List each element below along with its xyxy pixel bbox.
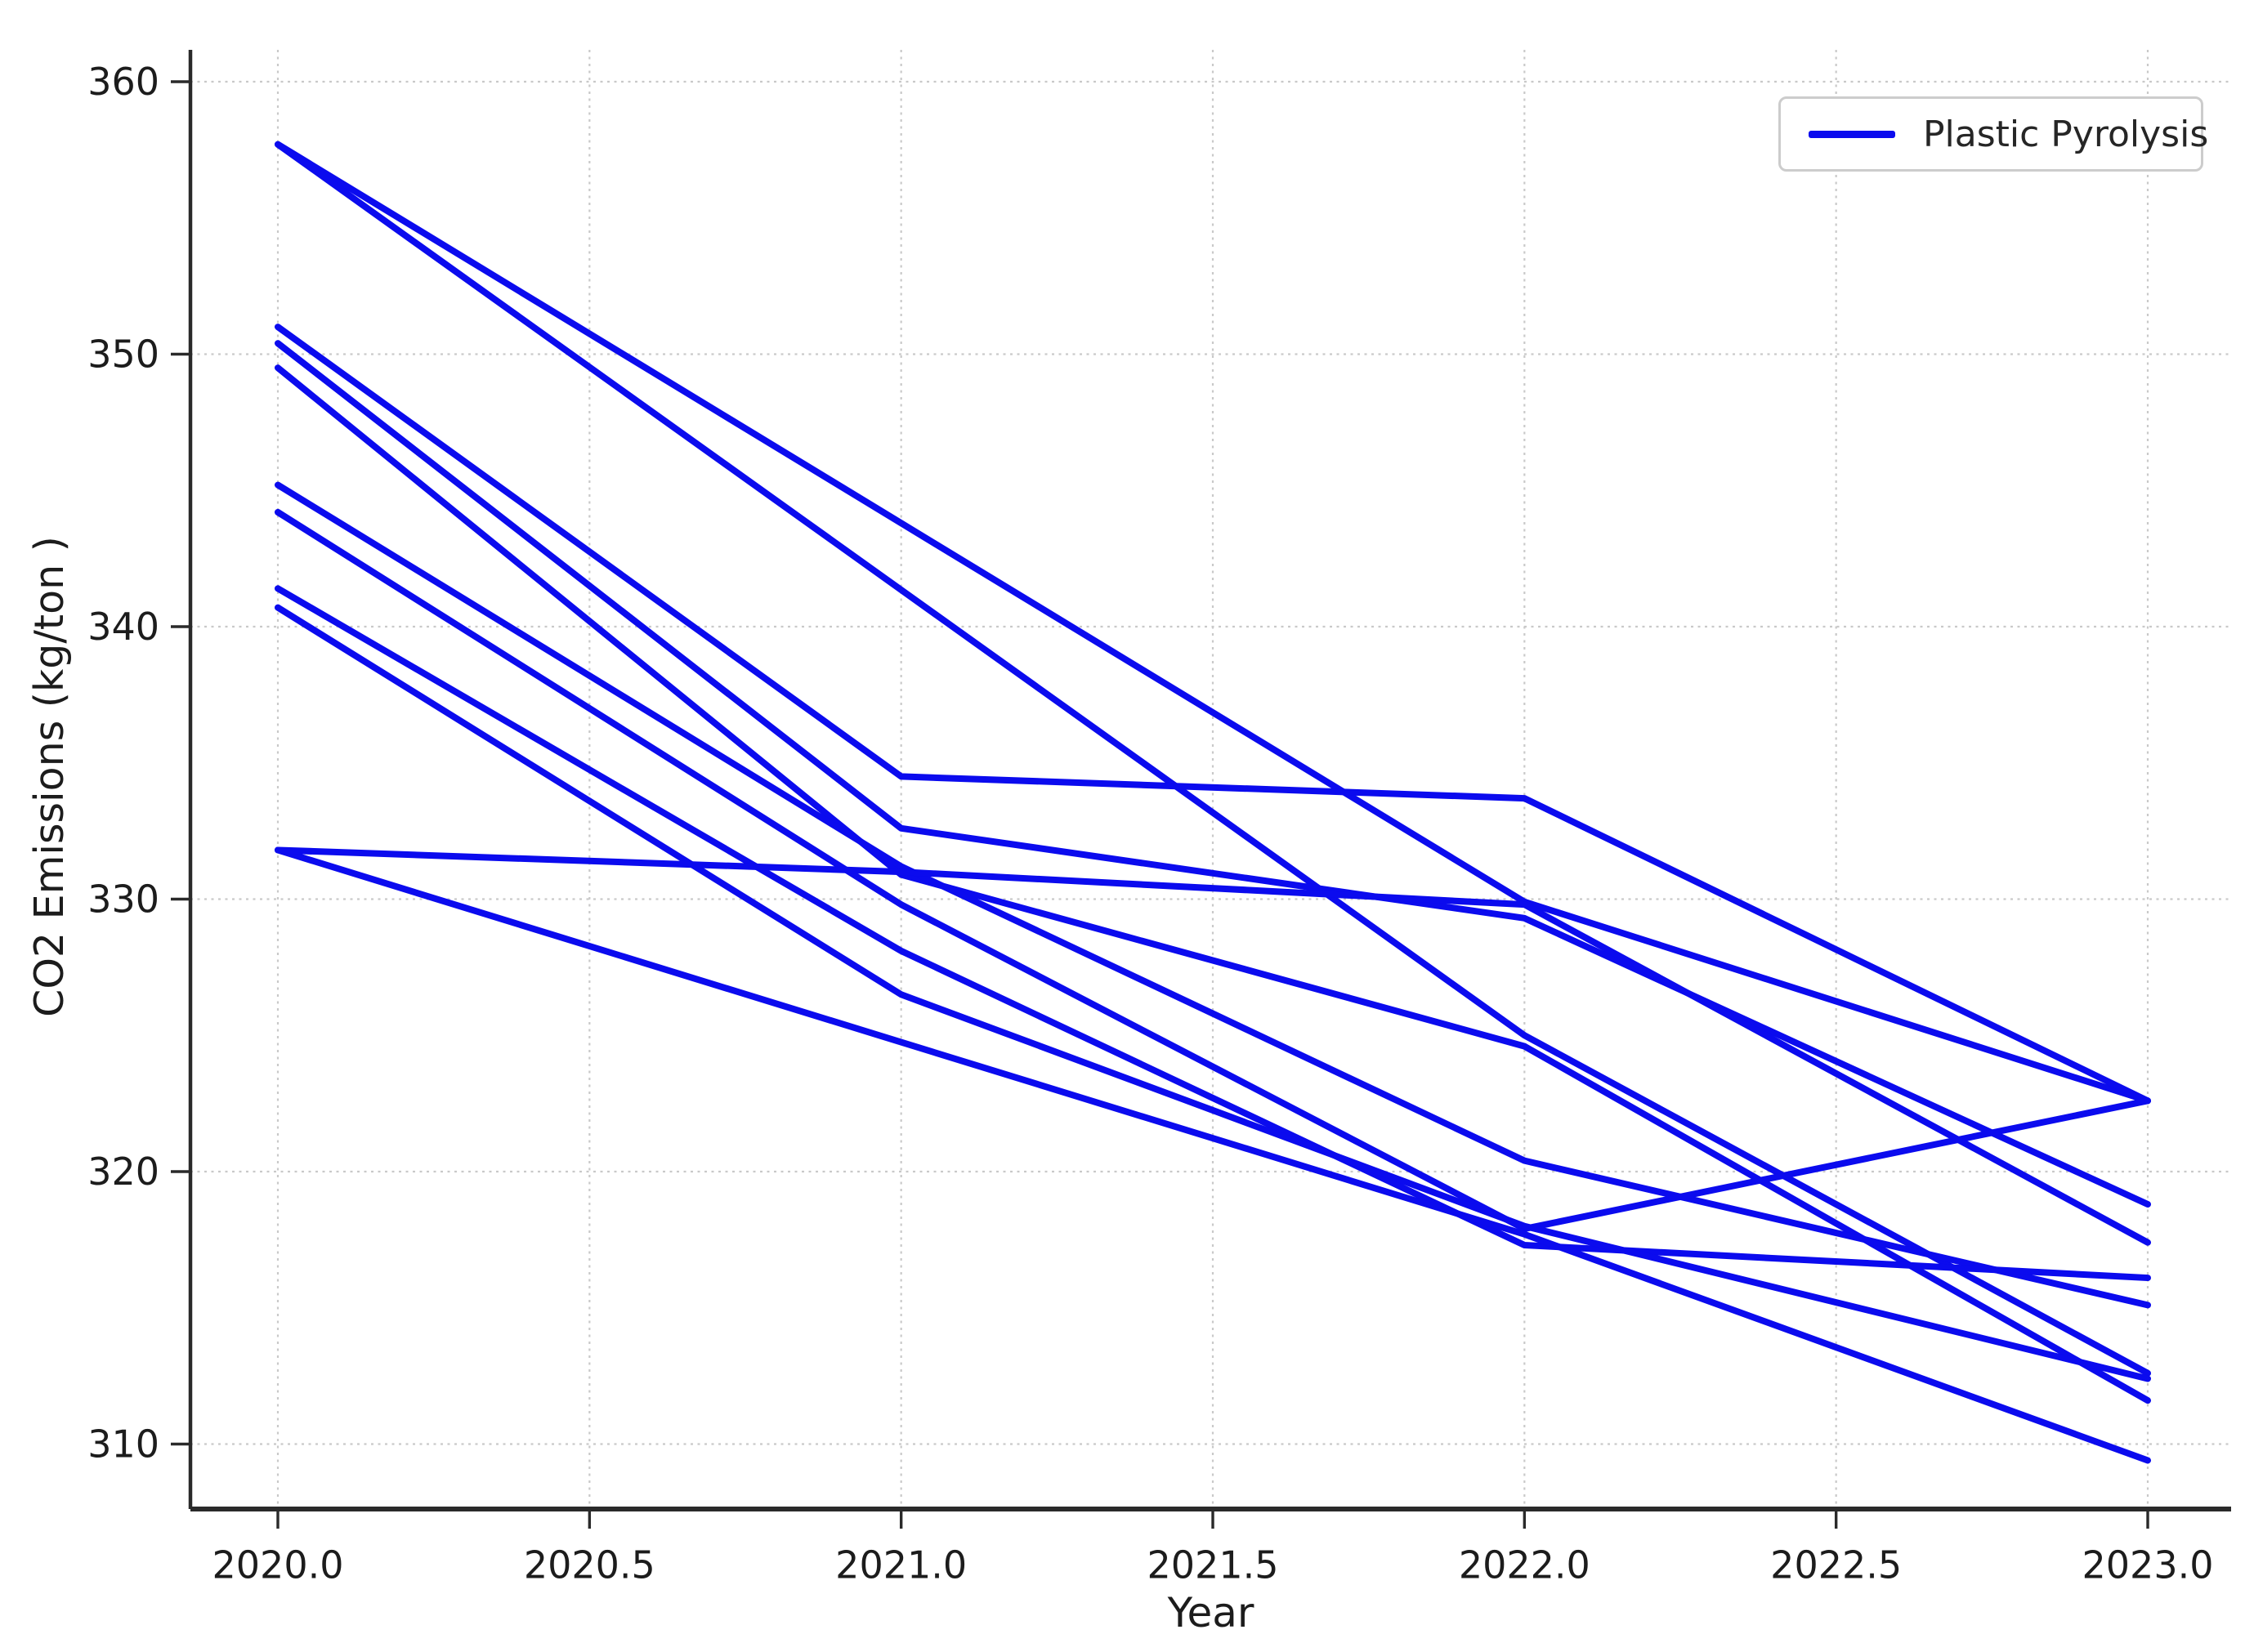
series-line [275, 604, 2151, 1382]
series-lines [275, 141, 2151, 1464]
y-ticks [171, 80, 190, 1446]
x-tick-label: 2020.0 [212, 1543, 344, 1587]
series-line [275, 141, 2151, 1377]
x-ticks [276, 1509, 2149, 1529]
x-tick-labels: 2020.0 2020.5 2021.0 2021.5 2022.0 2022.5 2023… [212, 1543, 2214, 1587]
series-line [275, 846, 2151, 1464]
series-line [275, 508, 2151, 1233]
h-gridlines [190, 80, 2231, 1445]
x-tick-label: 2021.0 [835, 1543, 967, 1587]
y-tick-labels: 310 320 330 340 350 360 [87, 60, 159, 1467]
y-tick-label: 320 [87, 1150, 159, 1194]
x-axis-title: Year [1167, 1589, 1254, 1636]
series-line [275, 585, 2151, 1282]
x-tick-label: 2023.0 [2082, 1543, 2214, 1587]
series-line [275, 481, 2151, 1309]
x-tick-label: 2021.5 [1147, 1543, 1279, 1587]
legend: Plastic Pyrolysis [1778, 96, 2208, 172]
x-tick-label: 2020.5 [524, 1543, 655, 1587]
series-line [275, 364, 2151, 1404]
y-tick-label: 350 [87, 333, 159, 377]
y-tick-label: 340 [87, 605, 159, 649]
series-line [275, 340, 2151, 1208]
legend-line-swatch-icon [1809, 130, 1895, 138]
legend-entry-label: Plastic Pyrolysis [1923, 113, 2209, 155]
y-tick-label: 360 [87, 60, 159, 104]
axis-spines [188, 50, 2231, 1511]
y-axis-title: CO2 Emissions (kg/ton ) [7, 0, 92, 1552]
x-tick-label: 2022.5 [1770, 1543, 1902, 1587]
y-tick-label: 330 [87, 877, 159, 922]
y-axis-title-text: CO2 Emissions (kg/ton ) [25, 535, 73, 1017]
y-tick-label: 310 [87, 1422, 159, 1467]
x-tick-label: 2022.0 [1459, 1543, 1590, 1587]
series-line [275, 846, 2151, 1246]
series-line [275, 324, 2151, 1105]
